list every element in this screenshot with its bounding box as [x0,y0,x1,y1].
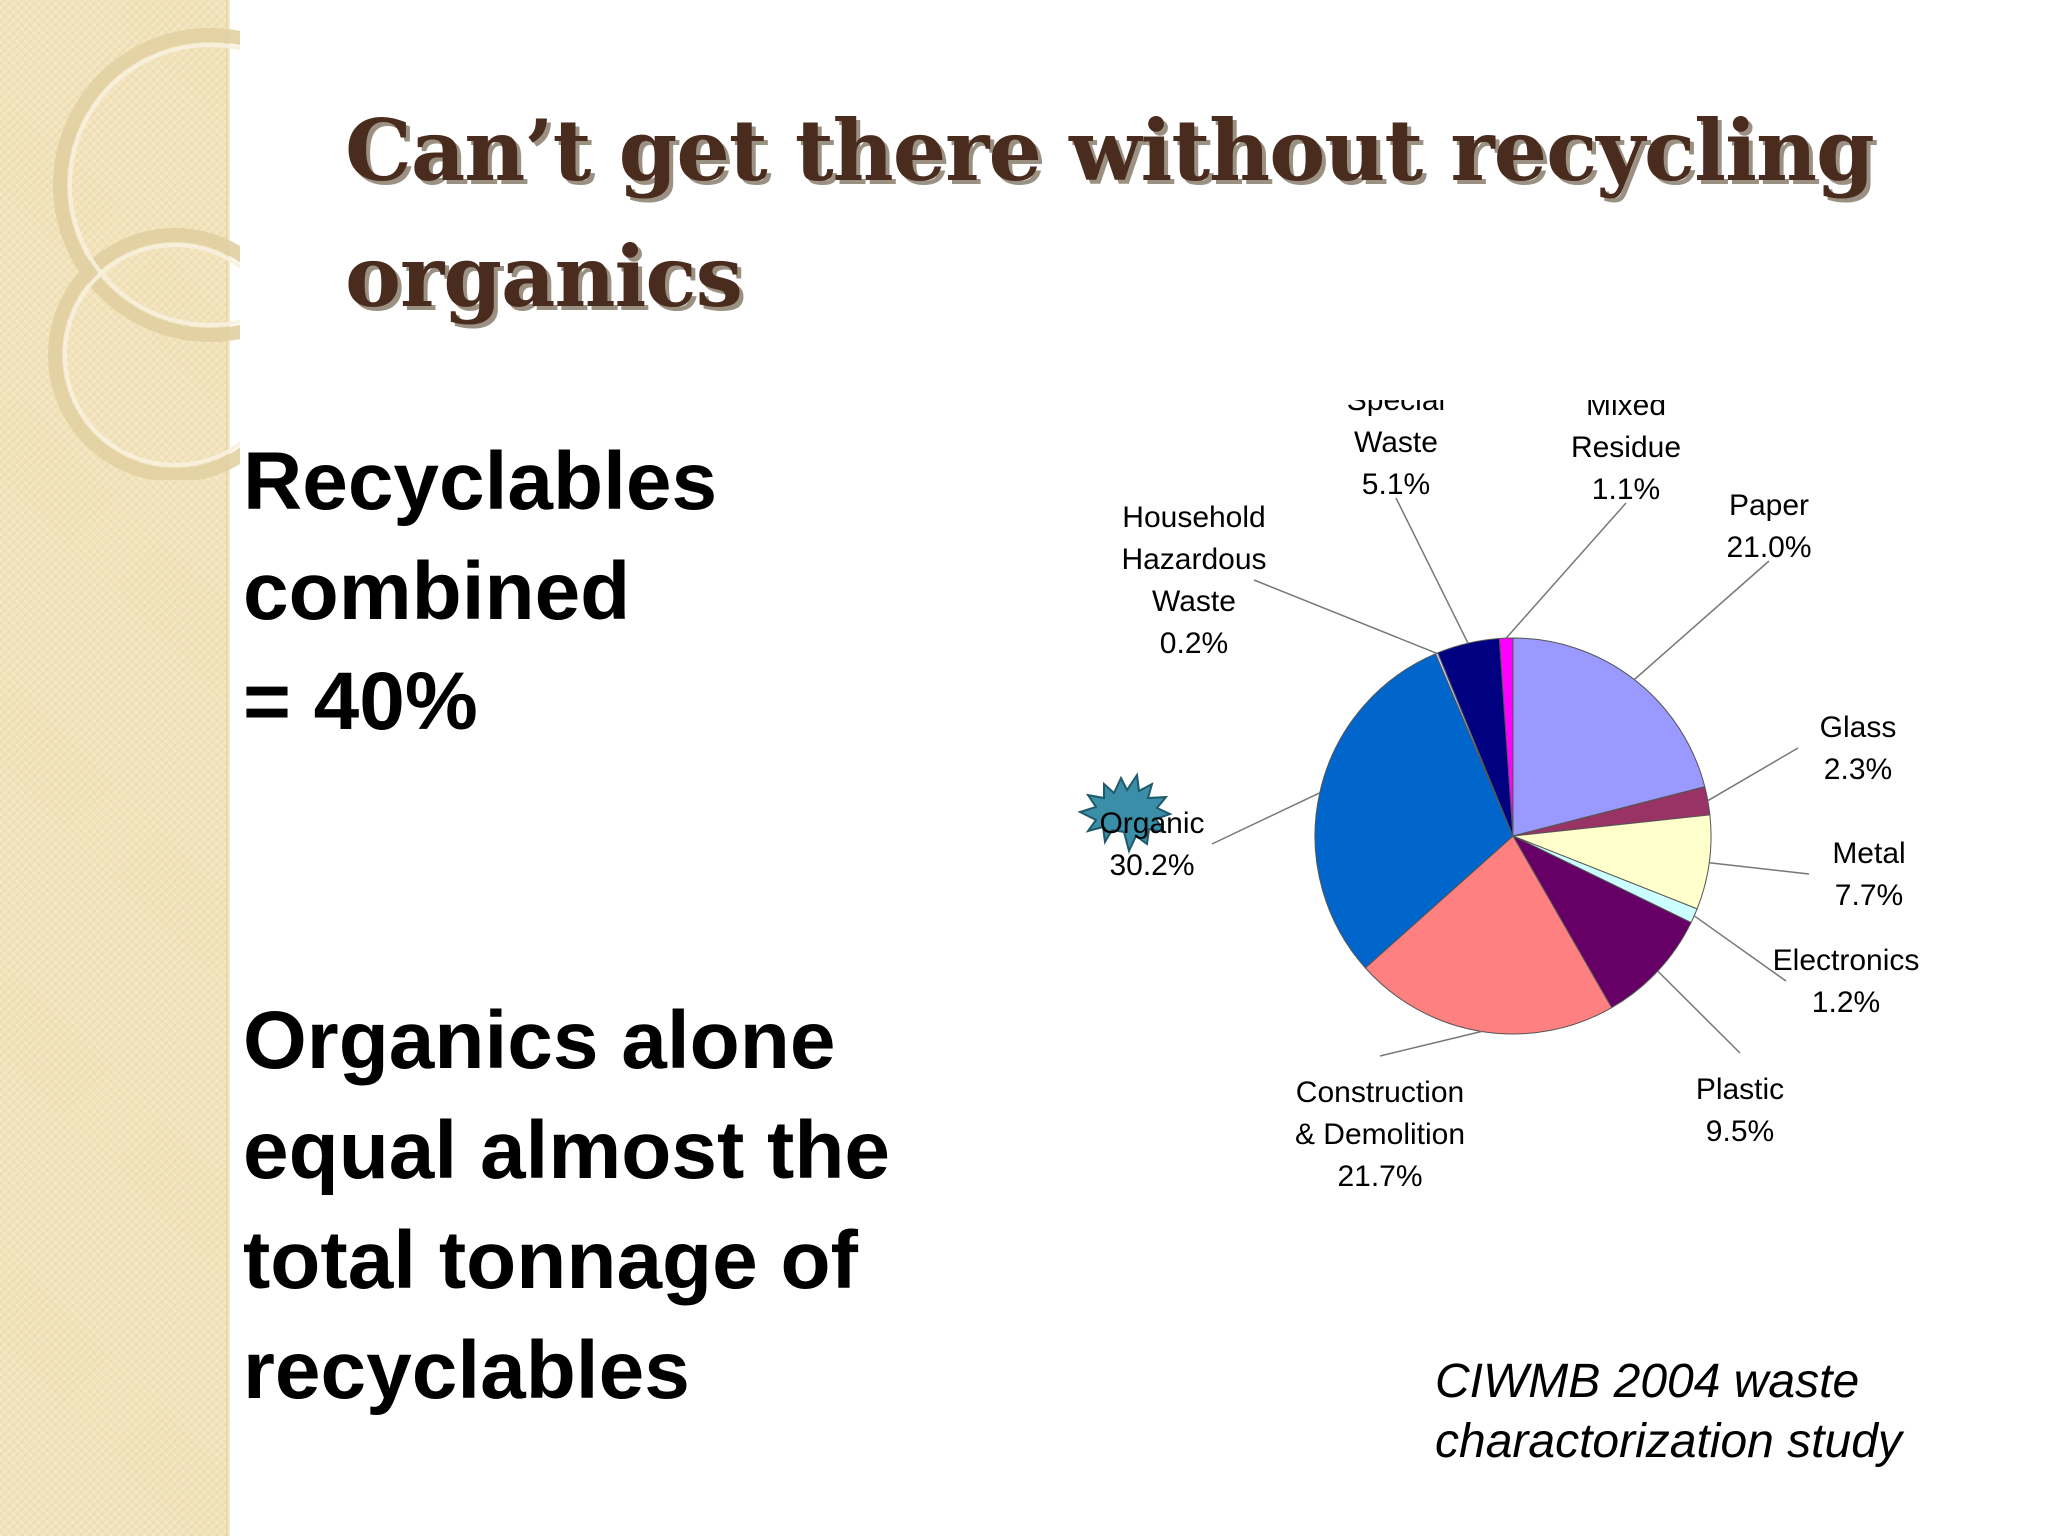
pie-label-line: Waste [1152,585,1236,618]
statement-line: equal almost the [243,1105,891,1196]
pie-label-line: Electronics [1773,944,1920,977]
pie-slice-label: Plastic 9.5% [1696,1073,1784,1148]
pie-slice [1512,637,1706,837]
pie-label-line: 2.3% [1824,753,1892,786]
statement-line: recyclables [243,1325,690,1416]
pie-label-line: Mixed [1586,400,1666,422]
pie-label-line: Plastic [1696,1073,1784,1106]
pie-slice-label: Organic 30.2% [1099,807,1204,882]
pie-label-line: 30.2% [1109,849,1194,882]
slide-title-line: Can’t get there without recycling [345,101,1875,200]
statement-line: = 40% [243,656,478,747]
pie-label-line: & Demolition [1295,1118,1465,1151]
pie-label-line: Glass [1820,711,1897,744]
statement-line: Organics alone [243,995,836,1086]
pie-slice-label: Metal 7.7% [1832,837,1905,912]
pie-label-line: 5.1% [1362,468,1430,501]
pie-slice [1364,835,1613,1035]
organics-statement: Organics alone equal almost the total to… [243,986,890,1426]
pie-slices [1314,637,1712,1035]
pie-slice-label: Household Hazardous Waste 0.2% [1121,501,1266,660]
source-citation: CIWMB 2004 waste charactorization study [1435,1352,1902,1472]
pie-leader-line [1657,970,1741,1054]
pie-slice-label: Special Waste 5.1% [1347,400,1445,501]
pie-slice [1498,637,1514,837]
slide-title: Can’t get there without recycling organi… [345,88,1875,340]
pie-label-line: Residue [1571,431,1681,464]
recyclables-statement: Recyclables combined = 40% [243,427,717,757]
pie-slice [1314,653,1514,969]
pie-label-line: 7.7% [1835,879,1903,912]
pie-slice [1511,834,1692,1009]
statement-line: total tonnage of [243,1215,858,1306]
source-line: CIWMB 2004 waste [1435,1355,1860,1408]
pie-leader-line [1707,747,1799,802]
pie-label-line: 1.2% [1812,986,1880,1019]
pie-leader-line [1709,861,1810,875]
pie-label-line: Construction [1296,1076,1464,1109]
pie-slice-label: Construction & Demolition 21.7% [1295,1076,1465,1193]
pie-label-line: Waste [1354,426,1438,459]
pie-leader-line [1211,792,1321,845]
pie-label-line: 0.2% [1160,627,1228,660]
pie-labels: Paper 21.0% Glass 2.3% Metal 7.7% Electronics 1… [1099,400,1919,1193]
pie-label-line: Organic [1099,807,1204,840]
pie-label-line: 1.1% [1592,473,1660,506]
statement-line: combined [243,546,631,637]
pie-slice-label: Mixed Residue 1.1% [1571,400,1681,506]
pie-leader-line [1253,579,1437,654]
pie-slice-label: Glass 2.3% [1820,711,1897,786]
pie-label-line: 21.7% [1337,1160,1422,1193]
pie-slice [1512,814,1712,910]
side-strip-edge [226,0,230,1536]
pie-slice-label: Paper 21.0% [1726,489,1811,564]
slide-title-line: organics [345,227,743,326]
pie-leader-line [1693,915,1787,982]
pie-label-line: Special [1347,400,1445,417]
pie-label-line: Hazardous [1121,543,1266,576]
starburst-icon [1077,772,1173,854]
waste-composition-pie-chart: Paper 21.0% Glass 2.3% Metal 7.7% Electronics 1… [1077,400,1919,1193]
source-line: charactorization study [1435,1415,1902,1468]
statement-line: Recyclables [243,436,718,527]
pie-slice-label: Electronics 1.2% [1773,944,1920,1019]
pie-leader-line [1379,1030,1482,1057]
pie-label-line: 9.5% [1706,1115,1774,1148]
pie-leader-line [1505,502,1627,639]
pie-label-line: Metal [1832,837,1905,870]
pie-leader-line [1633,560,1770,681]
pie-label-line: 21.0% [1726,531,1811,564]
pie-leader-lines [1211,497,1810,1057]
pie-label-line: Paper [1729,489,1809,522]
decorative-rings [48,28,240,480]
pie-leader-line [1395,497,1469,644]
pie-label-line: Household [1122,501,1265,534]
